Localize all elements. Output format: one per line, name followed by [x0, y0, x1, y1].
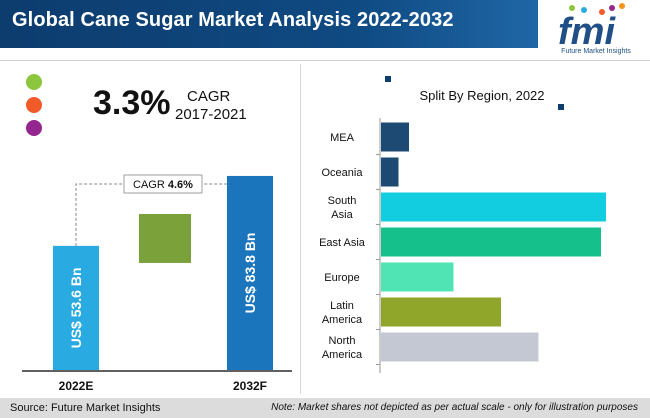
cagr-period: 2017-2021 [175, 106, 247, 123]
region-label-line: Oceania [322, 167, 364, 179]
region-label: Oceania [322, 167, 364, 179]
title-marker-icon [558, 104, 564, 110]
cagr-box [123, 174, 203, 194]
logo-letters: fmi [558, 11, 616, 48]
region-label: East Asia [319, 237, 366, 249]
fmi-logo-icon: fmi [558, 3, 625, 48]
cagr-box-label: CAGR 4.6% [133, 179, 193, 191]
bar-value-label: US$ 83.8 Bn [242, 232, 258, 313]
market-size-chart: CAGR 4.6% US$ 53.6 Bn 2022E US$ 83.8 Bn 2032… [22, 174, 292, 393]
region-bar-latin-america [381, 297, 501, 327]
bar-2032f [227, 175, 273, 370]
cagr-label: CAGR [187, 88, 231, 105]
region-label-line: America [322, 314, 363, 326]
region-label-line: MEA [330, 132, 355, 144]
region-label: North America [322, 335, 363, 361]
region-bar-oceania [381, 157, 399, 187]
region-label: MEA [330, 132, 355, 144]
cagr-bracket [75, 175, 251, 246]
region-label-line: Asia [331, 209, 353, 221]
purple-dot-icon [26, 120, 42, 136]
cagr-box-value: 4.6% [168, 179, 193, 191]
increment-bar [139, 214, 191, 263]
region-label-line: Europe [324, 272, 359, 284]
region-chart-title: Split By Region, 2022 [419, 88, 544, 103]
region-label-line: South [328, 195, 357, 207]
logo-text: Future Market Insights [561, 48, 631, 55]
region-label-line: Latin [330, 300, 354, 312]
region-label: South Asia [328, 195, 357, 221]
bar-2022e [53, 245, 99, 370]
header-divider [0, 60, 650, 61]
region-label-line: East Asia [319, 237, 366, 249]
cagr-value: 3.3% [93, 84, 171, 122]
fmi-logo: fmi Future Market Insights [538, 0, 650, 60]
cagr-box-prefix: CAGR [133, 179, 168, 191]
region-bar-east-asia [381, 227, 601, 257]
footer-note: Note: Market shares not depicted as per … [271, 402, 638, 413]
region-label: Europe [324, 272, 359, 284]
region-label-line: North [329, 335, 356, 347]
region-bar-mea [381, 122, 409, 152]
footer-source: Source: Future Market Insights [10, 402, 161, 414]
region-bar-south-asia [381, 192, 606, 222]
region-bar-europe [381, 262, 454, 292]
region-label-line: America [322, 349, 363, 361]
page-title: Global Cane Sugar Market Analysis 2022-2… [12, 9, 454, 31]
region-label: Latin America [322, 300, 363, 326]
orange-dot-icon [26, 97, 42, 113]
section-divider [300, 64, 301, 394]
bar-value-label: US$ 53.6 Bn [68, 267, 84, 348]
region-bar-north-america [381, 332, 539, 362]
green-dot-icon [26, 74, 42, 90]
bar-category-label: 2032F [233, 379, 267, 393]
footer: Source: Future Market Insights Note: Mar… [0, 398, 650, 418]
title-marker-icon [385, 76, 391, 82]
bar-category-label: 2022E [59, 379, 94, 393]
region-split-chart: Split By Region, 2022 MEA Oceania South Asia… [319, 76, 606, 373]
